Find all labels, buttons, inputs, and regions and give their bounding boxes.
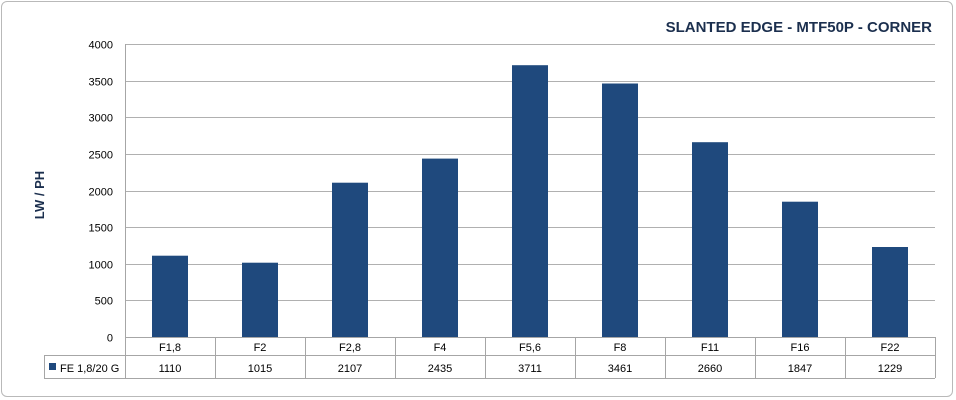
- y-tick-labels: 0 500 1000 1500 2000 2500 3000 3500 4000: [89, 40, 113, 345]
- x-tick-label: F1,8: [159, 342, 181, 354]
- data-label: 1229: [878, 363, 902, 375]
- data-label: 2107: [338, 363, 362, 375]
- data-label: 1110: [159, 363, 182, 375]
- bar-F1,8: [152, 255, 188, 337]
- x-tick-label: F8: [614, 342, 627, 354]
- bar-F22: [872, 247, 908, 337]
- bars: [152, 65, 908, 337]
- data-label: 2435: [428, 363, 452, 375]
- data-table: F1,8 1110 F2 1015 F2,8 2107 F4 2435 F5,6 3711 F8 34…: [44, 337, 936, 379]
- y-tick-label: 2000: [89, 187, 113, 199]
- x-tick-label: F22: [881, 342, 900, 354]
- x-tick-label: F16: [791, 342, 810, 354]
- y-tick-label: 3500: [89, 77, 113, 89]
- chart-title: SLANTED EDGE - MTF50P - CORNER: [666, 19, 933, 36]
- y-tick-label: 1500: [89, 223, 113, 235]
- bar-F11: [692, 142, 728, 337]
- data-label: 2660: [698, 363, 722, 375]
- y-axis-label: LW / PH: [32, 171, 47, 219]
- y-tick-label: 0: [107, 333, 113, 345]
- data-label: 1015: [248, 363, 272, 375]
- y-tick-label: 1000: [89, 260, 113, 272]
- legend-label: FE 1,8/20 G: [60, 363, 119, 375]
- bar-F2,8: [332, 182, 368, 337]
- data-label: 3461: [608, 363, 632, 375]
- bar-F5,6: [512, 65, 548, 337]
- legend-swatch: [49, 363, 56, 370]
- x-tick-label: F5,6: [519, 342, 541, 354]
- x-tick-label: F11: [701, 342, 719, 354]
- y-tick-label: 500: [95, 296, 113, 308]
- x-tick-label: F2: [254, 342, 267, 354]
- y-tick-label: 4000: [89, 40, 113, 52]
- data-label: 3711: [518, 363, 542, 375]
- bar-F2: [242, 262, 278, 337]
- bar-F8: [602, 83, 638, 337]
- bar-F4: [422, 158, 458, 337]
- y-tick-label: 2500: [89, 150, 113, 162]
- data-label: 1847: [788, 363, 812, 375]
- y-tick-label: 3000: [89, 113, 113, 125]
- x-tick-label: F4: [434, 342, 447, 354]
- bar-F16: [782, 201, 818, 337]
- x-tick-label: F2,8: [339, 342, 361, 354]
